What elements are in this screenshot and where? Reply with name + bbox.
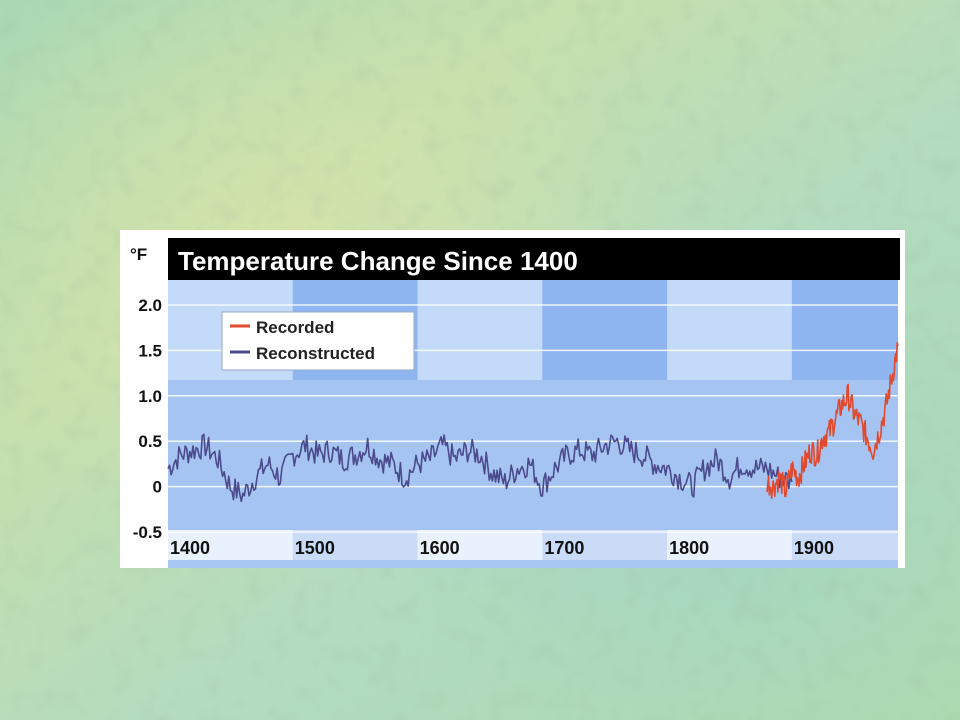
series-line-reconstructed (167, 433, 793, 503)
y-tick-label: 0 (153, 478, 162, 497)
y-axis-ticks: 2.0 1.5 1.0 0.5 0 -0.5 (133, 296, 162, 542)
x-axis-strip-segment (292, 530, 418, 560)
x-axis-strip-segment (168, 530, 293, 560)
century-band-upper (667, 280, 792, 380)
legend-entry: Recorded (256, 318, 334, 337)
x-tick-label: 1500 (295, 538, 335, 558)
chart-title: Temperature Change Since 1400 (178, 246, 578, 276)
century-band-upper (542, 280, 668, 380)
y-tick-label: 0.5 (138, 432, 162, 451)
x-tick-label: 1600 (420, 538, 460, 558)
legend-box (221, 311, 415, 371)
x-axis-strip-segment (791, 530, 898, 560)
x-tick-label: 1400 (170, 538, 210, 558)
title-bar (168, 238, 900, 280)
x-axis-strip-segment (667, 530, 792, 560)
x-axis-strip-segment (542, 530, 668, 560)
century-band-upper (417, 280, 543, 380)
y-tick-label: 2.0 (138, 296, 162, 315)
series-line-recorded (766, 341, 899, 500)
legend: Recorded Reconstructed (221, 311, 415, 371)
y-tick-label: 1.5 (138, 341, 162, 360)
chart-card: Temperature Change Since 1400 °F 2.0 1.5 1… (120, 230, 905, 568)
y-tick-label: 1.0 (138, 387, 162, 406)
century-band-lower (417, 380, 543, 530)
century-band-upper (791, 280, 898, 380)
century-band-lower (667, 380, 792, 530)
temperature-chart: Temperature Change Since 1400 °F 2.0 1.5 1… (130, 238, 900, 568)
series-lines (167, 341, 899, 503)
x-tick-label: 1800 (669, 538, 709, 558)
y-tick-label: -0.5 (133, 523, 162, 542)
x-axis-ticks: 1400 1500 1600 1700 1800 1900 (170, 538, 834, 558)
x-tick-label: 1700 (544, 538, 584, 558)
x-tick-label: 1900 (794, 538, 834, 558)
unit-label: °F (130, 245, 147, 264)
x-axis-strip-segment (417, 530, 543, 560)
legend-entry: Reconstructed (256, 344, 375, 363)
